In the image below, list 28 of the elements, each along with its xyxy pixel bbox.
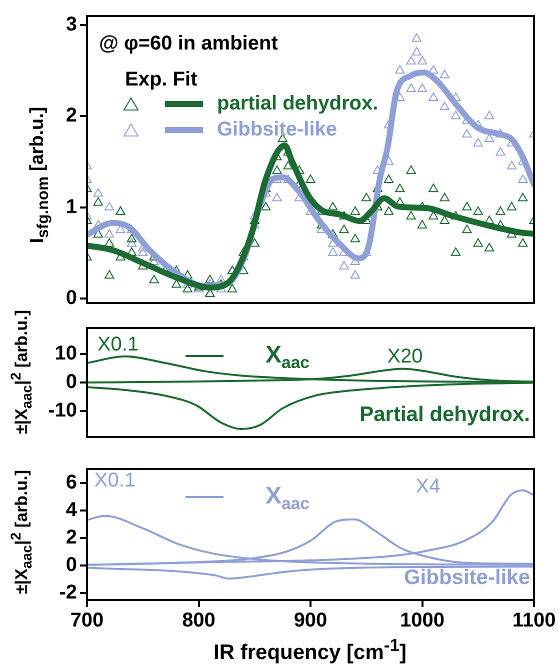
annotation: X0.1 [97, 334, 139, 356]
x-axis-title: IR frequency [cm$^{-1}$] [214, 635, 406, 665]
annotation: Partial dehydrox. [360, 402, 530, 426]
y-tick-label: 3 [66, 14, 77, 36]
annotation: X4 [416, 476, 440, 498]
x-tick-label: 1000 [400, 610, 444, 632]
y-tick-label: 2 [66, 526, 77, 548]
y-tick-label: 0 [66, 286, 77, 309]
annotation: @ φ=60 in ambient [99, 32, 278, 55]
y-tick-label: 0 [66, 371, 77, 394]
x-tick-label: 1100 [512, 610, 556, 632]
annotation: Gibbsite-like [404, 566, 530, 589]
y-tick-label: 2 [66, 104, 77, 127]
x-tick-label: 900 [294, 610, 328, 632]
y-tick-label: 6 [66, 471, 77, 494]
legend-label: Gibbsite-like [217, 118, 338, 141]
legend-title: Exp. Fit [125, 68, 198, 91]
x-tick-label: 800 [182, 610, 216, 632]
annotation: X0.1 [94, 470, 136, 492]
x-tick-label: 700 [70, 610, 104, 632]
y-tick-label: -2 [59, 582, 77, 604]
legend-label: partial dehydrox. [217, 92, 378, 115]
y-tick-label: -10 [48, 400, 77, 422]
annotation: X20 [387, 346, 423, 368]
y-tick-label: 4 [66, 498, 78, 521]
y-tick-label: 1 [66, 196, 77, 218]
y-tick-label: 10 [54, 342, 77, 364]
y-tick-label: 0 [66, 554, 77, 576]
